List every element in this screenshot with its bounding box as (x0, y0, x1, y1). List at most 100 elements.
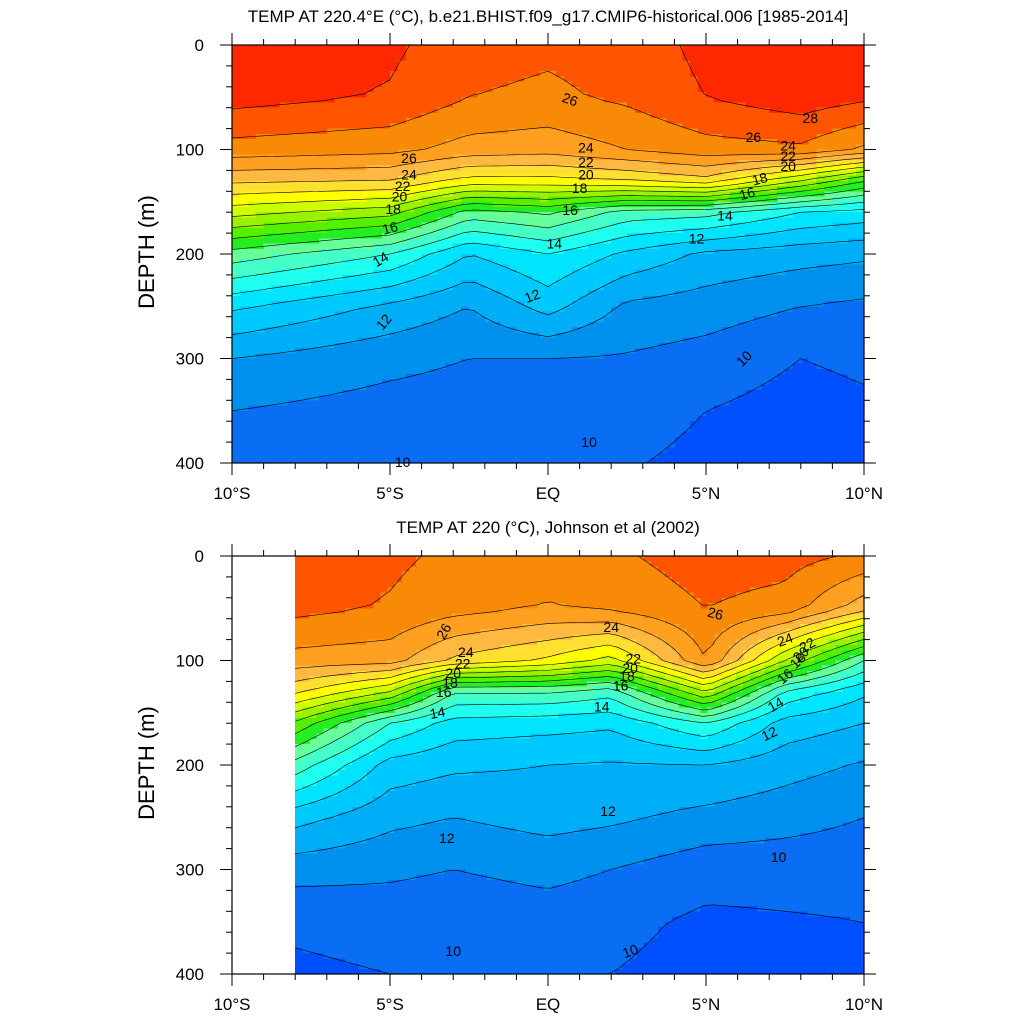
temperature-cell (501, 134, 510, 140)
temperature-cell (335, 66, 344, 72)
contour-plot-area: 2628262422201816141212101010242220181614… (176, 33, 883, 503)
temperature-cell (382, 343, 391, 349)
temperature-cell (595, 338, 604, 344)
temperature-cell (264, 66, 273, 72)
temperature-cell (445, 416, 454, 422)
temperature-cell (556, 134, 565, 140)
temperature-cell (627, 374, 636, 380)
temperature-cell (698, 264, 707, 270)
temperature-cell (256, 421, 265, 427)
temperature-cell (651, 123, 660, 129)
temperature-cell (548, 406, 557, 412)
temperature-cell (643, 238, 652, 244)
temperature-cell (374, 139, 383, 145)
temperature-cell (248, 217, 256, 223)
temperature-cell (698, 296, 707, 302)
temperature-cell (588, 191, 597, 197)
temperature-cell (366, 426, 375, 432)
temperature-cell (627, 87, 636, 93)
temperature-cell (240, 291, 249, 297)
temperature-cell (524, 369, 533, 375)
temperature-cell (327, 416, 336, 422)
temperature-cell (532, 223, 541, 229)
temperature-cell (493, 223, 502, 229)
temperature-cell (493, 311, 502, 317)
temperature-cell (659, 45, 668, 51)
temperature-cell (406, 76, 415, 82)
temperature-cell (619, 353, 628, 359)
temperature-cell (682, 223, 691, 229)
temperature-cell (580, 311, 589, 317)
temperature-cell (690, 416, 699, 422)
temperature-cell (477, 348, 486, 354)
temperature-cell (272, 228, 281, 234)
temperature-cell (303, 311, 312, 317)
temperature-cell (303, 170, 312, 176)
temperature-cell (248, 92, 256, 98)
temperature-cell (295, 301, 304, 307)
temperature-cell (651, 71, 660, 77)
temperature-cell (453, 296, 462, 302)
temperature-cell (556, 55, 565, 61)
temperature-cell (232, 332, 241, 338)
temperature-cell (477, 400, 486, 406)
temperature-cell (627, 202, 636, 208)
temperature-cell (509, 45, 518, 51)
temperature-cell (279, 186, 288, 192)
temperature-cell (509, 118, 518, 124)
temperature-cell (382, 447, 391, 453)
temperature-cell (580, 400, 589, 406)
temperature-cell (374, 421, 383, 427)
temperature-cell (366, 327, 375, 333)
temperature-cell (698, 291, 707, 297)
temperature-cell (690, 379, 699, 385)
temperature-cell (643, 144, 652, 150)
temperature-cell (279, 238, 288, 244)
temperature-cell (509, 332, 518, 338)
temperature-cell (303, 442, 312, 448)
temperature-cell (509, 359, 518, 365)
temperature-cell (477, 97, 486, 103)
temperature-cell (351, 285, 360, 291)
temperature-cell (319, 113, 328, 119)
temperature-cell (461, 275, 470, 281)
temperature-cell (461, 71, 470, 77)
temperature-cell (667, 400, 676, 406)
temperature-cell (398, 254, 407, 260)
temperature-cell (690, 447, 699, 453)
temperature-cell (706, 359, 715, 365)
temperature-cell (398, 123, 407, 129)
temperature-cell (256, 343, 265, 349)
temperature-cell (635, 353, 644, 359)
temperature-cell (406, 447, 415, 453)
temperature-cell (556, 82, 565, 88)
temperature-cell (327, 317, 336, 323)
temperature-cell (580, 421, 589, 427)
temperature-cell (303, 244, 312, 250)
temperature-cell (256, 139, 265, 145)
temperature-cell (374, 76, 383, 82)
temperature-cell (493, 134, 502, 140)
temperature-cell (682, 426, 691, 432)
temperature-cell (674, 71, 683, 77)
temperature-cell (485, 338, 494, 344)
temperature-cell (311, 338, 320, 344)
temperature-cell (319, 165, 328, 171)
temperature-cell (366, 406, 375, 412)
temperature-cell (509, 379, 518, 385)
temperature-cell (248, 118, 256, 124)
temperature-cell (311, 186, 320, 192)
temperature-cell (232, 45, 241, 51)
temperature-cell (706, 45, 715, 51)
temperature-cell (232, 129, 241, 135)
temperature-cell (240, 421, 249, 427)
temperature-cell (540, 379, 549, 385)
temperature-cell (674, 223, 683, 229)
temperature-cell (714, 317, 723, 323)
temperature-cell (635, 139, 644, 145)
temperature-cell (556, 118, 565, 124)
temperature-cell (287, 223, 296, 229)
temperature-cell (248, 82, 256, 88)
temperature-cell (706, 123, 715, 129)
temperature-cell (619, 400, 628, 406)
